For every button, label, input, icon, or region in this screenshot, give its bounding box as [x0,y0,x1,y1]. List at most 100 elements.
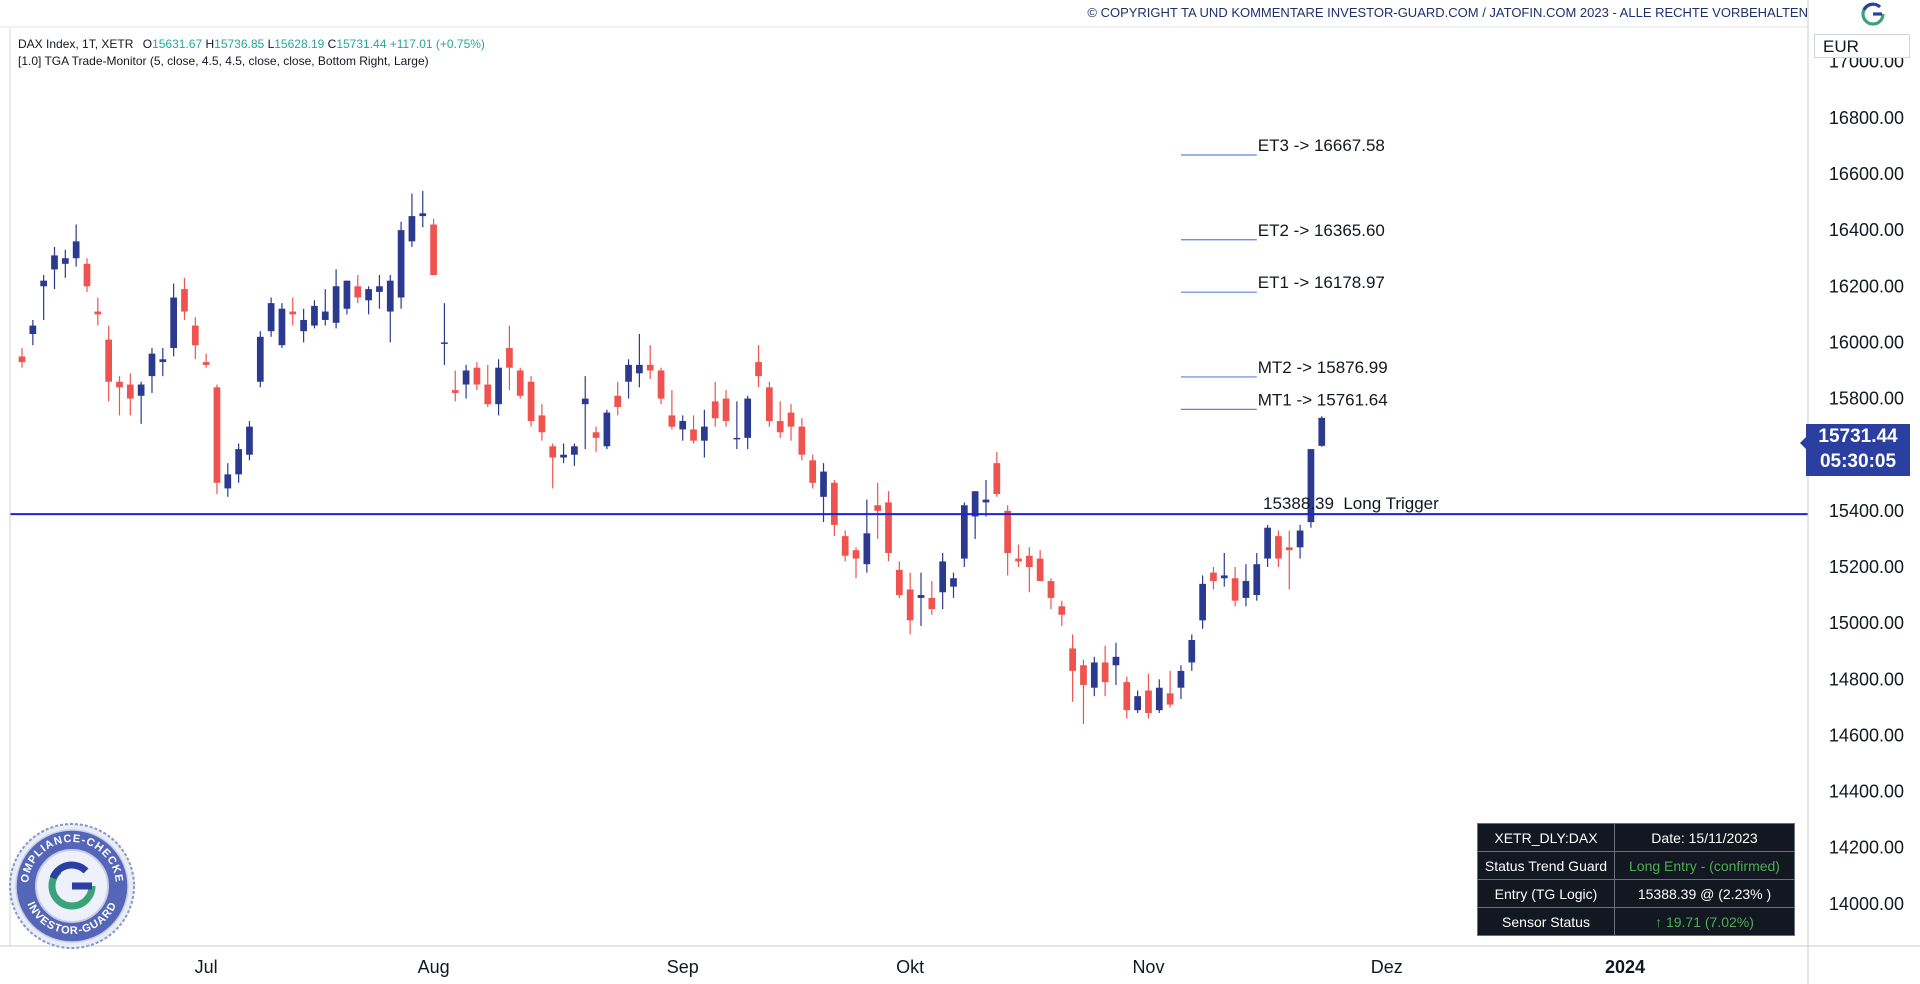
candle-body [246,426,253,455]
candle-body [711,401,719,419]
candle-body [1177,670,1185,688]
candle-body [1188,640,1196,663]
candle-body [256,336,264,382]
candle-body [105,339,113,382]
candle-body [993,463,1001,495]
candle-body [430,224,437,276]
target-level-label: MT1 -> 15761.64 [1258,390,1388,409]
candle-body [1004,510,1012,553]
candle-body [895,569,903,596]
candle-body [462,370,470,385]
status-symbol-cell: XETR_DLY:DAX [1477,823,1615,852]
candle-body [581,398,589,405]
candle-body [1123,682,1131,711]
candle-body [1264,527,1271,559]
trend-guard-status-table: XETR_DLY:DAX Date: 15/11/2023 Status Tre… [1477,823,1795,936]
candle-body [1036,558,1044,582]
candle-body [495,367,502,405]
table-row: XETR_DLY:DAX Date: 15/11/2023 [1477,823,1795,852]
candle-body [603,412,611,447]
candle-body [191,325,199,346]
last-price-badge: 15731.44 05:30:05 [1806,424,1910,476]
indicator-line[interactable]: [1.0] TGA Trade-Monitor (5, close, 4.5, … [18,54,429,68]
candle-body [744,398,752,438]
target-level-label: MT2 -> 15876.99 [1258,358,1388,377]
candle-body [863,533,871,565]
candle-body [116,381,123,388]
candle-body [354,286,362,298]
candle-body [40,280,48,287]
low-label: L [267,37,275,51]
candle-body [181,289,188,312]
candle-body [202,362,210,365]
candle-body [1242,581,1250,598]
candle-body [809,460,817,483]
candle-body [72,241,80,259]
candle-body [1220,575,1228,579]
candle-body [874,505,882,511]
candle-body [841,536,849,556]
copyright-text: © COPYRIGHT TA UND KOMMENTARE INVESTOR-G… [1087,5,1808,20]
x-tick-label: 2024 [1605,957,1645,977]
candle-body [235,449,242,475]
candle-body [733,437,741,440]
candle-body [960,505,968,559]
candle-body [484,384,492,405]
candle-body [690,429,697,441]
candle-body [1080,665,1087,685]
y-tick-label: 15000.00 [1829,613,1904,633]
compliance-seal-icon: COMPLIANCE-CHECKED INVESTOR-GUARD [6,820,135,949]
x-tick-label: Aug [418,957,450,977]
candle-body [29,325,37,334]
candle-body [755,362,762,377]
candle-body [376,286,383,292]
chart-legend: DAX Index, 1T, XETR O15631.67 H15736.85 … [18,36,485,70]
candle-body [1296,530,1304,548]
candle-body [928,597,936,610]
x-tick-label: Nov [1132,957,1164,977]
candle-body [289,311,297,315]
high-value: 15736.85 [214,37,265,51]
candle-body [625,364,632,382]
candle-body [94,311,102,315]
close-value: 15731.44 [336,37,387,51]
candle-body [776,421,784,433]
candle-body [1112,656,1120,666]
low-value: 15628.19 [274,37,325,51]
candle-body [159,359,167,363]
entry-label-cell: Entry (TG Logic) [1477,879,1615,908]
candle-body [224,474,232,489]
candle-body [668,415,676,427]
candle-body [679,421,687,430]
candle-body [852,550,860,559]
candle-body [592,432,600,438]
candle-body [830,482,838,525]
currency-selector[interactable]: EUR [1814,34,1910,58]
x-tick-label: Sep [667,957,699,977]
x-tick-label: Jul [195,957,218,977]
candle-body [321,311,329,320]
ohlc-line: DAX Index, 1T, XETR O15631.67 H15736.85 … [18,36,485,53]
candle-body [18,356,26,363]
candle-body [636,364,643,374]
candle-body [722,398,730,422]
candle-body [701,426,708,441]
candle-body [1101,662,1109,683]
target-level-label: ET3 -> 16667.58 [1258,136,1385,155]
candle-body [971,491,979,517]
candle-body [408,216,416,242]
y-tick-label: 14400.00 [1829,782,1904,802]
candle-body [213,387,221,483]
candle-body [473,367,481,385]
candle-body [1090,662,1098,688]
candle-body [885,502,892,553]
candle-body [441,342,448,344]
y-tick-label: 15200.00 [1829,557,1904,577]
y-tick-label: 14800.00 [1829,669,1904,689]
y-tick-label: 15800.00 [1829,389,1904,409]
last-price-value: 15731.44 [1818,426,1898,447]
candle-body [1210,572,1217,582]
y-tick-label: 16400.00 [1829,220,1904,240]
candle-body [51,255,58,270]
